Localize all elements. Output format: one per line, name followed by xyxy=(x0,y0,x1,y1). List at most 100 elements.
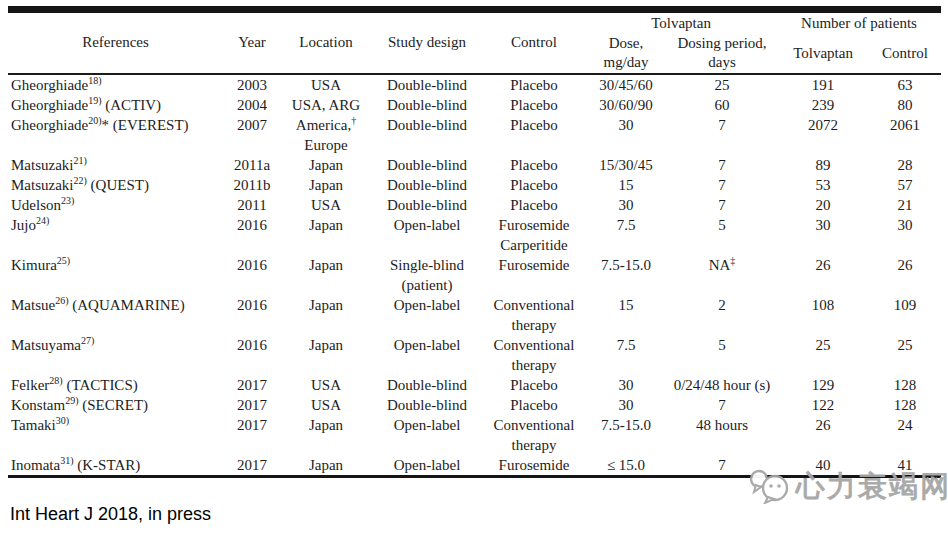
cell-dosing-period: 48 hours xyxy=(667,415,777,455)
cell-year: 2011 xyxy=(223,195,281,215)
cell-year: 2016 xyxy=(223,335,281,375)
cell-patients-control: 25 xyxy=(869,335,941,375)
study-table-container: References Year Location Study design Co… xyxy=(8,6,941,478)
cell-patients-tolvaptan: 108 xyxy=(777,295,869,335)
cell-dose: 7.5-15.0 xyxy=(585,415,667,455)
cell-dose: 15/30/45 xyxy=(585,155,667,175)
cell-dosing-period: 5 xyxy=(667,215,777,255)
cell-study-design: Double-blind xyxy=(371,395,483,415)
cell-study-design: Open-label xyxy=(371,415,483,455)
cell-dosing-period: 5 xyxy=(667,335,777,375)
cell-dose: 30/45/60 xyxy=(585,74,667,95)
cell-reference: Inomata31) (K-STAR) xyxy=(8,455,223,477)
cell-location: Japan xyxy=(281,455,371,477)
cell-patients-control: 2061 xyxy=(869,115,941,155)
cell-reference: Kimura25) xyxy=(8,255,223,295)
cell-reference: Gheorghiade18) xyxy=(8,74,223,95)
cell-dose: ≤ 15.0 xyxy=(585,455,667,477)
cell-location: Japan xyxy=(281,255,371,295)
cell-patients-control: 128 xyxy=(869,375,941,395)
cell-location: Japan xyxy=(281,415,371,455)
cell-control: Placebo xyxy=(483,195,585,215)
tolvaptan-studies-table: References Year Location Study design Co… xyxy=(8,6,941,478)
cell-patients-control: 24 xyxy=(869,415,941,455)
table-row: Konstam29) (SECRET)2017USADouble-blindPl… xyxy=(8,395,941,415)
cell-patients-tolvaptan: 89 xyxy=(777,155,869,175)
cell-study-design: Open-label xyxy=(371,215,483,255)
cell-location: Japan xyxy=(281,155,371,175)
cell-patients-tolvaptan: 53 xyxy=(777,175,869,195)
cell-reference: Tamaki30) xyxy=(8,415,223,455)
cell-dosing-period: 7 xyxy=(667,115,777,155)
cell-patients-control: 63 xyxy=(869,74,941,95)
cell-location: USA xyxy=(281,395,371,415)
cell-year: 2011a xyxy=(223,155,281,175)
header-references: References xyxy=(8,10,223,74)
cell-reference: Matsue26) (AQUAMARINE) xyxy=(8,295,223,335)
cell-dose: 30 xyxy=(585,375,667,395)
cell-year: 2017 xyxy=(223,455,281,477)
cell-dose: 30 xyxy=(585,195,667,215)
cell-control: Placebo xyxy=(483,115,585,155)
header-dosing-period: Dosing period, days xyxy=(667,34,777,74)
table-row: Gheorghiade19) (ACTIV)2004USA, ARGDouble… xyxy=(8,95,941,115)
cell-patients-tolvaptan: 25 xyxy=(777,335,869,375)
header-dose: Dose, mg/day xyxy=(585,34,667,74)
cell-control: Placebo xyxy=(483,395,585,415)
cell-control: Placebo xyxy=(483,175,585,195)
cell-year: 2016 xyxy=(223,295,281,335)
header-control: Control xyxy=(483,10,585,74)
cell-patients-control: 128 xyxy=(869,395,941,415)
header-patients-tolvaptan: Tolvaptan xyxy=(777,34,869,74)
cell-patients-tolvaptan: 20 xyxy=(777,195,869,215)
table-row: Udelson23)2011USADouble-blindPlacebo3072… xyxy=(8,195,941,215)
cell-year: 2007 xyxy=(223,115,281,155)
cell-dose: 7.5 xyxy=(585,335,667,375)
cell-control: Conventionaltherapy xyxy=(483,415,585,455)
cell-dosing-period: 2 xyxy=(667,295,777,335)
cell-patients-tolvaptan: 26 xyxy=(777,415,869,455)
cell-patients-control: 28 xyxy=(869,155,941,175)
table-body: Gheorghiade18)2003USADouble-blindPlacebo… xyxy=(8,74,941,477)
cell-reference: Felker28) (TACTICS) xyxy=(8,375,223,395)
header-group-row: References Year Location Study design Co… xyxy=(8,10,941,34)
cell-year: 2003 xyxy=(223,74,281,95)
cell-year: 2004 xyxy=(223,95,281,115)
cell-control: Furosemide xyxy=(483,255,585,295)
cell-location: USA xyxy=(281,74,371,95)
cell-control: Conventionaltherapy xyxy=(483,295,585,335)
cell-location: Japan xyxy=(281,335,371,375)
cell-dosing-period: 7 xyxy=(667,395,777,415)
cell-patients-control: 26 xyxy=(869,255,941,295)
cell-control: Conventionaltherapy xyxy=(483,335,585,375)
cell-reference: Jujo24) xyxy=(8,215,223,255)
cell-control: Placebo xyxy=(483,95,585,115)
cell-patients-control: 30 xyxy=(869,215,941,255)
cell-location: USA, ARG xyxy=(281,95,371,115)
cell-dose: 7.5 xyxy=(585,215,667,255)
cell-dosing-period: 25 xyxy=(667,74,777,95)
cell-control: Placebo xyxy=(483,155,585,175)
cell-control: FurosemideCarperitide xyxy=(483,215,585,255)
cell-study-design: Open-label xyxy=(371,295,483,335)
cell-dosing-period: 0/24/48 hour (s) xyxy=(667,375,777,395)
cell-dosing-period: 7 xyxy=(667,175,777,195)
cell-year: 2011b xyxy=(223,175,281,195)
cell-location: Japan xyxy=(281,215,371,255)
cell-reference: Gheorghiade19) (ACTIV) xyxy=(8,95,223,115)
cell-dosing-period: 7 xyxy=(667,195,777,215)
cell-study-design: Double-blind xyxy=(371,375,483,395)
cell-dosing-period: NA‡ xyxy=(667,255,777,295)
table-row: Kimura25)2016JapanSingle-blind(patient)F… xyxy=(8,255,941,295)
table-row: Jujo24)2016JapanOpen-labelFurosemideCarp… xyxy=(8,215,941,255)
cell-patients-control: 109 xyxy=(869,295,941,335)
cell-patients-control: 80 xyxy=(869,95,941,115)
cell-study-design: Double-blind xyxy=(371,74,483,95)
cell-patients-tolvaptan: 122 xyxy=(777,395,869,415)
cell-dose: 7.5-15.0 xyxy=(585,255,667,295)
watermark: 心力衰竭网 xyxy=(748,468,948,504)
cell-study-design: Double-blind xyxy=(371,155,483,175)
cell-dosing-period: 7 xyxy=(667,155,777,175)
cell-year: 2017 xyxy=(223,375,281,395)
cell-control: Furosemide xyxy=(483,455,585,477)
